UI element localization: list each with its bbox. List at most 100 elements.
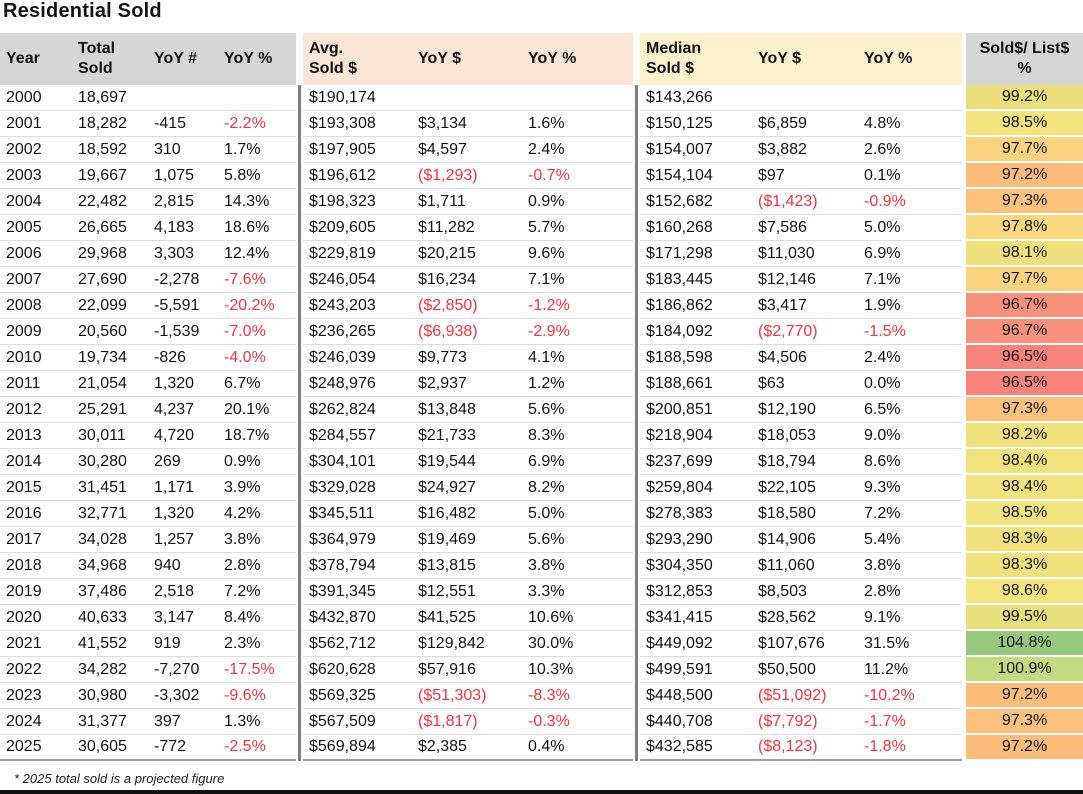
table-header-row: Year Total Sold YoY # YoY % Avg. Sold $ … [0,33,1083,85]
vertical-divider [633,579,640,605]
cell-total-sold: 32,771 [78,504,127,522]
row-total-section: 2018 34,968 940 2.8% [0,553,296,579]
vertical-divider [633,345,640,371]
cell-total-sold: 40,633 [78,608,127,626]
row-total-section: 2021 41,552 919 2.3% [0,631,296,657]
vertical-divider [296,215,303,241]
row-median-section: $293,290 $14,906 5.4% [640,527,962,553]
vertical-divider [296,631,303,657]
cell-med-yoy-percent: -10.2% [864,686,915,704]
cell-med-yoy-dollar: $18,794 [758,452,816,470]
vertical-divider [296,735,303,761]
cell-yoy-percent: 1.7% [224,140,261,158]
cell-yoy-percent: 5.8% [224,166,261,184]
row-average-section: $236,265 ($6,938) -2.9% [303,319,633,345]
cell-med-yoy-percent: 31.5% [864,634,910,652]
row-total-section: 2014 30,280 269 0.9% [0,449,296,475]
cell-yoy-percent: -2.5% [224,738,266,755]
cell-avg-sold: $432,870 [309,608,376,626]
cell-total-sold: 34,282 [78,660,127,678]
header-group-median: Median Sold $ YoY $ YoY % [640,33,962,85]
cell-avg-sold: $229,819 [309,244,376,262]
cell-avg-yoy-percent: 4.1% [528,348,565,366]
vertical-divider [633,215,640,241]
cell-avg-yoy-percent: 9.6% [528,244,565,262]
row-average-section: $378,794 $13,815 3.8% [303,553,633,579]
vertical-divider [633,709,640,735]
row-median-section: $184,092 ($2,770) -1.5% [640,319,962,345]
vertical-divider [633,371,640,397]
cell-total-sold: 26,665 [78,218,127,236]
cell-total-sold: 37,486 [78,582,127,600]
table-row: 2017 34,028 1,257 3.8% $364,979 $19,469 … [0,527,1083,553]
vertical-divider [296,163,303,189]
header-gap [296,33,303,85]
cell-yoy-percent: 18.7% [224,426,270,444]
cell-sold-list-ratio: 96.7% [966,319,1083,345]
row-average-section: $284,557 $21,733 8.3% [303,423,633,449]
vertical-divider [296,475,303,501]
cell-year: 2025 [6,738,42,755]
cell-sold-list-ratio: 98.2% [966,423,1083,449]
cell-total-sold: 31,377 [78,712,127,730]
cell-med-yoy-percent: -1.7% [864,712,906,730]
cell-avg-yoy-dollar: $3,134 [418,114,467,132]
cell-avg-yoy-percent: 7.1% [528,270,565,288]
cell-med-yoy-percent: 6.9% [864,244,901,262]
cell-med-yoy-dollar: $22,105 [758,478,816,496]
row-total-section: 2010 19,734 -826 -4.0% [0,345,296,371]
vertical-divider [633,423,640,449]
row-median-section: $154,104 $97 0.1% [640,163,962,189]
cell-avg-yoy-dollar: $11,282 [418,218,475,236]
row-median-section: $186,862 $3,417 1.9% [640,293,962,319]
vertical-divider [296,319,303,345]
cell-total-sold: 30,605 [78,738,127,755]
cell-sold-list-ratio: 97.8% [966,215,1083,241]
vertical-divider [633,605,640,631]
cell-total-sold: 18,592 [78,140,127,158]
cell-med-yoy-percent: 2.8% [864,582,901,600]
vertical-divider [633,241,640,267]
cell-med-yoy-dollar: ($8,123) [758,738,818,755]
cell-avg-yoy-dollar: ($1,293) [418,166,478,184]
vertical-divider [296,241,303,267]
row-median-section: $341,415 $28,562 9.1% [640,605,962,631]
cell-med-yoy-dollar: ($2,770) [758,322,818,340]
cell-avg-yoy-percent: -0.7% [528,166,570,184]
cell-avg-yoy-dollar: $16,234 [418,270,476,288]
row-median-section: $160,268 $7,586 5.0% [640,215,962,241]
row-total-section: 2006 29,968 3,303 12.4% [0,241,296,267]
cell-median-sold: $154,007 [646,140,713,158]
vertical-divider [633,683,640,709]
vertical-divider [296,111,303,137]
cell-avg-yoy-dollar: ($1,817) [418,712,478,730]
cell-yoy-percent: 1.3% [224,712,261,730]
cell-avg-sold: $284,557 [309,426,376,444]
vertical-divider [296,345,303,371]
cell-avg-yoy-percent: 0.9% [528,192,565,210]
cell-median-sold: $341,415 [646,608,713,626]
cell-year: 2003 [6,166,42,184]
cell-total-sold: 30,280 [78,452,127,470]
table-row: 2025 30,605 -772 -2.5% $569,894 $2,385 0… [0,735,1083,761]
cell-avg-sold: $378,794 [309,556,376,574]
row-median-section: $259,804 $22,105 9.3% [640,475,962,501]
table-row: 2006 29,968 3,303 12.4% $229,819 $20,215… [0,241,1083,267]
table-row: 2014 30,280 269 0.9% $304,101 $19,544 6.… [0,449,1083,475]
cell-median-sold: $449,092 [646,634,713,652]
cell-year: 2016 [6,504,42,522]
cell-year: 2015 [6,478,42,496]
cell-med-yoy-percent: 8.6% [864,452,901,470]
cell-sold-list-ratio: 98.3% [966,553,1083,579]
row-total-section: 2000 18,697 [0,85,296,111]
cell-year: 2023 [6,686,42,704]
table-row: 2019 37,486 2,518 7.2% $391,345 $12,551 … [0,579,1083,605]
row-median-section: $143,266 [640,85,962,111]
cell-year: 2020 [6,608,42,626]
row-median-section: $200,851 $12,190 6.5% [640,397,962,423]
cell-year: 2010 [6,348,42,366]
cell-total-sold: 19,667 [78,166,127,184]
vertical-divider [296,371,303,397]
table-row: 2016 32,771 1,320 4.2% $345,511 $16,482 … [0,501,1083,527]
cell-yoy-percent: 0.9% [224,452,261,470]
